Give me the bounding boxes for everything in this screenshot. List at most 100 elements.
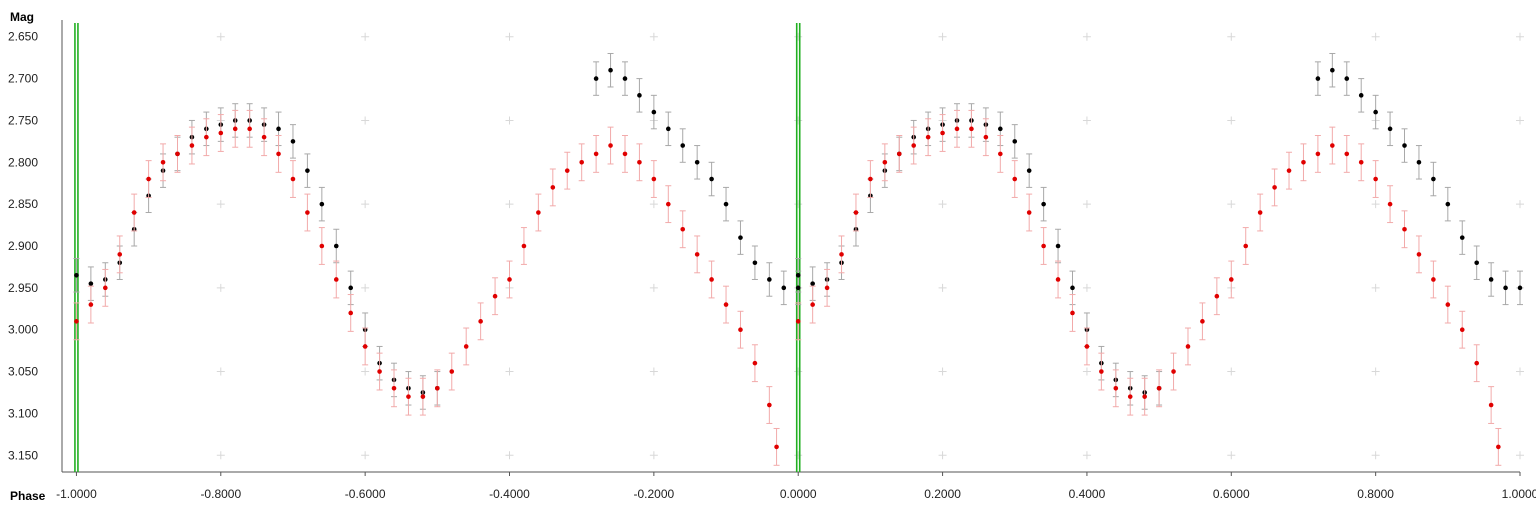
grid-cross xyxy=(216,367,225,376)
data-point-black xyxy=(795,285,801,291)
data-point-black xyxy=(1373,109,1378,115)
data-point-black xyxy=(637,93,642,98)
data-point-red xyxy=(637,159,642,165)
data-point-black xyxy=(593,76,599,81)
y-tick-label: 3.000 xyxy=(8,323,38,337)
data-point-black xyxy=(810,281,815,286)
data-point-black xyxy=(1315,76,1321,81)
data-point-red xyxy=(117,252,123,257)
data-point-red xyxy=(1330,143,1335,148)
grid-cross xyxy=(649,367,658,376)
data-point-red xyxy=(680,226,686,232)
grid-cross xyxy=(1516,451,1524,460)
data-point-black xyxy=(319,201,325,207)
y-axis-title: Mag xyxy=(10,10,34,24)
data-point-black xyxy=(651,109,657,115)
data-point-red xyxy=(1127,394,1133,399)
x-tick-label: 0.0000 xyxy=(780,487,817,501)
data-point-red xyxy=(218,130,224,136)
data-point-red xyxy=(608,143,613,148)
grid-crosses xyxy=(216,32,1524,460)
grid-cross xyxy=(1516,32,1524,41)
data-point-red xyxy=(969,126,974,132)
y-tick-label: 2.900 xyxy=(8,239,38,253)
x-axis-title: Phase xyxy=(10,489,46,503)
data-point-red xyxy=(868,176,873,182)
data-point-red xyxy=(362,344,368,349)
data-point-black xyxy=(1041,201,1046,207)
data-point-red xyxy=(911,143,917,148)
data-point-red xyxy=(420,394,426,399)
data-point-red xyxy=(983,134,989,140)
data-point-black xyxy=(781,285,787,291)
data-point-red xyxy=(882,159,888,165)
data-point-red xyxy=(1243,243,1249,249)
data-point-red xyxy=(521,243,527,249)
data-point-black xyxy=(1012,139,1018,144)
grid-cross xyxy=(1516,116,1524,125)
y-tick-label: 3.150 xyxy=(8,448,38,462)
x-tick-label: 0.4000 xyxy=(1069,487,1106,501)
data-point-red xyxy=(998,151,1003,157)
data-point-black xyxy=(1026,168,1032,173)
x-tick-label: -1.0000 xyxy=(56,487,97,501)
grid-cross xyxy=(794,451,803,460)
data-point-red xyxy=(1286,168,1292,173)
data-point-red xyxy=(1431,277,1436,282)
x-tick-label: 0.8000 xyxy=(1357,487,1394,501)
x-tick-label: 0.2000 xyxy=(924,487,961,501)
grid-cross xyxy=(361,200,370,209)
data-point-red xyxy=(1257,210,1263,215)
data-point-red xyxy=(333,277,339,282)
data-point-black xyxy=(305,168,310,173)
grid-cross xyxy=(1371,367,1380,376)
x-tick-label: -0.4000 xyxy=(489,487,530,501)
grid-cross xyxy=(361,283,370,292)
data-point-red xyxy=(1402,226,1407,232)
data-point-red xyxy=(1373,176,1378,182)
grid-cross xyxy=(649,451,658,460)
data-point-red xyxy=(377,369,382,374)
grid-cross xyxy=(1227,367,1236,376)
data-point-red xyxy=(1358,159,1364,165)
data-point-black xyxy=(1445,201,1451,207)
grid-cross xyxy=(1082,367,1091,376)
y-tick-label: 3.100 xyxy=(8,406,38,420)
data-point-red xyxy=(1416,252,1422,257)
data-point-black xyxy=(709,176,714,182)
data-point-black xyxy=(1358,93,1364,98)
data-point-red xyxy=(1012,176,1018,182)
data-point-red xyxy=(507,277,512,282)
data-point-red xyxy=(103,285,108,291)
data-point-black xyxy=(795,272,801,278)
grid-cross xyxy=(1082,451,1091,460)
data-point-black xyxy=(998,126,1003,132)
data-point-red xyxy=(435,385,440,391)
data-point-black xyxy=(74,272,79,278)
y-tick-label: 2.750 xyxy=(8,113,38,127)
grid-cross xyxy=(794,116,803,125)
grid-cross xyxy=(361,116,370,125)
grid-cross xyxy=(1516,367,1524,376)
grid-cross xyxy=(1227,32,1236,41)
data-point-red xyxy=(1200,319,1205,324)
grid-cross xyxy=(505,32,514,41)
data-point-red xyxy=(1142,394,1147,399)
grid-cross xyxy=(216,200,225,209)
data-point-black xyxy=(276,126,281,132)
grid-cross xyxy=(649,283,658,292)
data-point-red xyxy=(723,302,729,307)
grid-cross xyxy=(361,367,370,376)
grid-cross xyxy=(1371,283,1380,292)
data-point-black xyxy=(1474,260,1479,266)
x-tick-label: -0.6000 xyxy=(345,487,386,501)
data-point-red xyxy=(131,210,137,215)
data-point-red xyxy=(940,130,945,136)
data-point-red xyxy=(925,134,931,140)
data-point-red xyxy=(232,126,238,132)
grid-cross xyxy=(216,32,225,41)
data-point-red xyxy=(348,310,354,316)
data-point-red xyxy=(463,344,469,349)
data-point-red xyxy=(853,210,859,215)
